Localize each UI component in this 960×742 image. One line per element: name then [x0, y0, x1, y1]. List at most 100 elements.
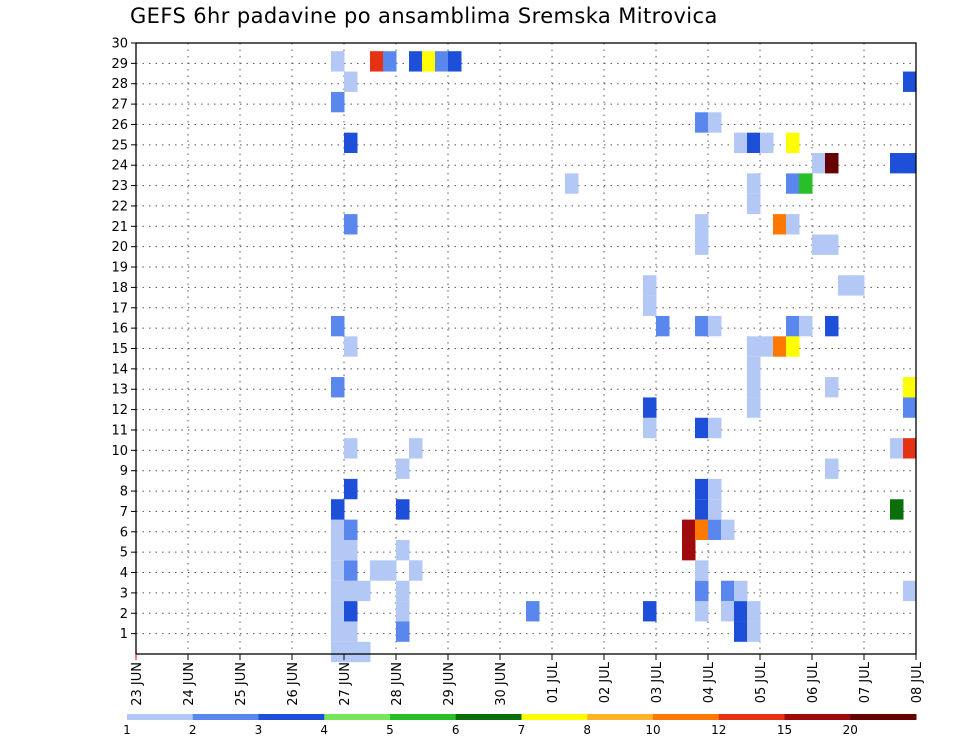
y-tick-label: 26	[111, 118, 128, 133]
legend-swatch	[258, 714, 325, 720]
precip-cell	[890, 153, 904, 174]
precip-cell	[747, 397, 761, 418]
y-tick-label: 4	[120, 566, 128, 581]
precip-cell	[396, 539, 410, 561]
precip-cell	[786, 173, 800, 194]
precip-cell	[344, 336, 358, 357]
legend-swatch	[784, 714, 851, 720]
precip-cell	[331, 641, 345, 663]
precip-cell	[695, 417, 709, 439]
precip-cell	[370, 560, 384, 581]
x-tick-label: 06 JUL	[806, 661, 821, 703]
precip-cell	[344, 621, 358, 642]
precip-cell	[773, 336, 787, 357]
precip-cell	[331, 51, 345, 72]
legend-label: 6	[452, 723, 460, 737]
precip-cell	[903, 377, 917, 398]
precip-cell	[903, 438, 917, 459]
y-tick-label: 18	[111, 281, 128, 296]
x-tick-label: 23 JUN	[130, 662, 145, 706]
precip-cell	[409, 438, 423, 459]
x-tick-label: 07 JUL	[858, 661, 873, 703]
precip-cell	[825, 153, 839, 174]
y-tick-label: 19	[111, 261, 128, 276]
legend-label: 3	[255, 723, 263, 737]
y-tick-label: 17	[111, 301, 128, 316]
precip-cell	[344, 438, 358, 459]
precip-cell	[708, 112, 722, 133]
y-tick-label: 23	[111, 179, 128, 194]
precip-cell	[344, 478, 358, 500]
y-tick-label: 7	[120, 505, 128, 520]
precip-cell	[747, 173, 761, 194]
precip-cell	[734, 580, 748, 602]
precip-cell	[682, 539, 696, 561]
precip-cell	[396, 580, 410, 602]
x-tick-label: 03 JUL	[650, 661, 665, 703]
precip-cell	[903, 71, 917, 92]
precip-cell	[383, 560, 397, 581]
legend-label: 7	[518, 723, 526, 737]
precip-cell	[331, 539, 345, 561]
precip-cell	[838, 275, 852, 296]
y-tick-label: 2	[120, 607, 128, 622]
legend-swatch	[127, 714, 194, 720]
precip-cell	[695, 499, 709, 520]
precip-cell	[370, 51, 384, 72]
precip-cell	[396, 601, 410, 622]
precip-cell	[825, 315, 839, 337]
precip-cell	[708, 478, 722, 500]
precip-cell	[695, 478, 709, 500]
x-tick-label: 27 JUN	[338, 662, 353, 706]
precip-cell	[344, 560, 358, 581]
legend-swatch	[455, 714, 522, 720]
precip-cell	[903, 153, 917, 174]
precip-cell	[695, 234, 709, 255]
x-tick-label: 01 JUL	[546, 661, 561, 703]
precip-cell	[708, 417, 722, 439]
precip-cell	[812, 234, 826, 255]
legend-label: 10	[645, 723, 660, 737]
precip-cell	[786, 315, 800, 337]
legend-swatch	[850, 714, 917, 720]
y-tick-label: 9	[120, 464, 128, 479]
x-tick-label: 24 JUN	[182, 662, 197, 706]
precip-cell	[565, 173, 579, 194]
grid-lines	[136, 43, 916, 654]
precip-cell	[331, 377, 345, 398]
precip-cell	[409, 51, 423, 72]
y-tick-label: 13	[111, 383, 128, 398]
y-tick-label: 24	[111, 159, 128, 174]
precip-cell	[708, 499, 722, 520]
y-tick-label: 3	[120, 586, 128, 601]
precip-cell	[721, 519, 735, 540]
legend-label: 20	[843, 723, 858, 737]
y-tick-label: 27	[111, 98, 128, 113]
precip-cell	[825, 377, 839, 398]
y-tick-label: 16	[111, 322, 128, 337]
precip-cell	[825, 234, 839, 255]
precip-cell	[747, 377, 761, 398]
precip-cell	[643, 295, 657, 316]
precip-cell	[760, 132, 774, 154]
precip-cell	[396, 621, 410, 642]
precip-cell	[747, 601, 761, 622]
precip-cell	[773, 214, 787, 235]
x-tick-label: 25 JUN	[234, 662, 249, 706]
x-tick-label: 02 JUL	[598, 661, 613, 703]
precip-cell	[695, 519, 709, 540]
precip-cell	[903, 397, 917, 418]
x-tick-label: 26 JUN	[286, 662, 301, 706]
precip-cell	[643, 417, 657, 439]
precip-cell	[747, 336, 761, 357]
precip-cell	[344, 519, 358, 540]
legend-label: 12	[711, 723, 726, 737]
precip-cell	[708, 519, 722, 540]
precip-cell	[331, 91, 345, 113]
precip-cell	[734, 621, 748, 642]
legend-label: 5	[386, 723, 394, 737]
precip-cell	[903, 580, 917, 602]
y-tick-label: 11	[111, 423, 128, 438]
precip-cell	[344, 71, 358, 92]
